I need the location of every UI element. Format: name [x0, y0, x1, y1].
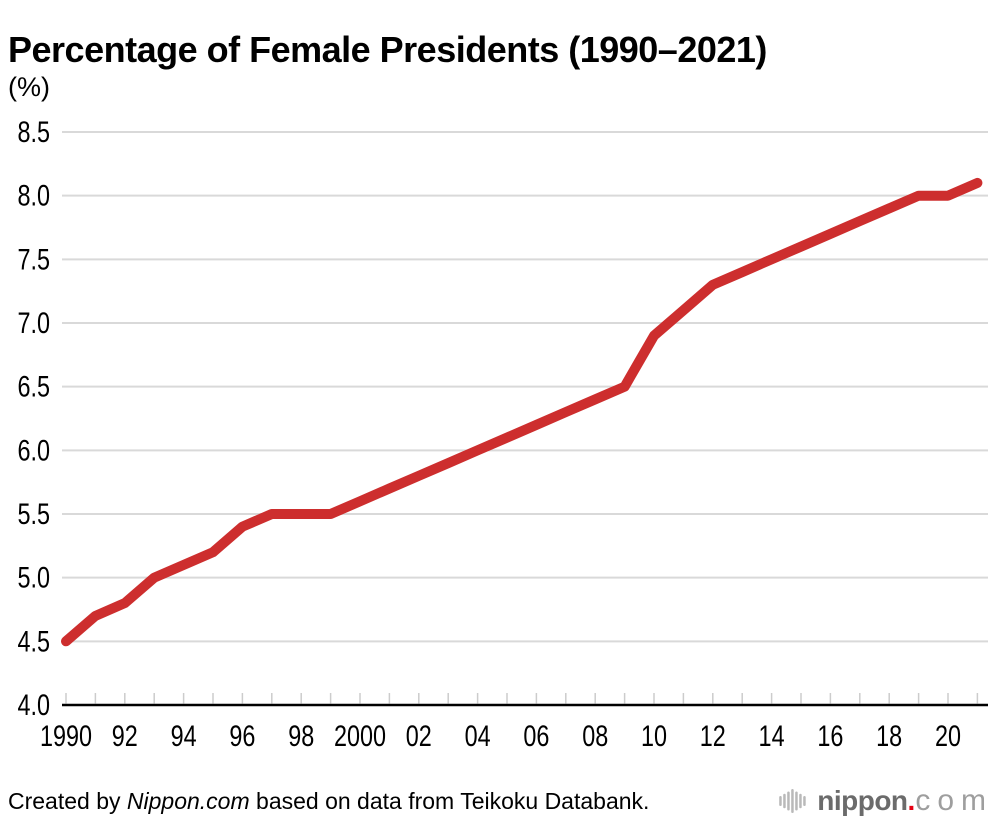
logo-bar [787, 791, 790, 811]
x-tick-label: 10 [641, 719, 667, 752]
y-tick-label: 7.5 [17, 243, 50, 276]
logo-text-nippon: nippon [817, 785, 908, 816]
y-axis-unit-label: (%) [8, 72, 50, 102]
y-tick-label: 8.0 [17, 179, 50, 212]
x-tick-label: 14 [759, 719, 785, 752]
logo-text-com: com [915, 784, 993, 817]
x-tick-label: 20 [935, 719, 961, 752]
soundwave-bars-icon [779, 789, 806, 813]
x-tick-label: 92 [112, 719, 138, 752]
x-tick-label: 18 [876, 719, 902, 752]
chart-footer: Created by Nippon.com based on data from… [8, 781, 993, 821]
y-tick-label: 8.5 [17, 115, 50, 148]
y-tick-label: 4.0 [17, 688, 50, 721]
credit-source: Nippon.com [126, 787, 250, 814]
credit-suffix: based on data from Teikoku Databank. [249, 787, 650, 814]
y-tick-label: 7.0 [17, 306, 50, 339]
logo-bar [803, 796, 806, 806]
logo-dot: . [907, 785, 916, 816]
x-tick-label: 94 [171, 719, 197, 752]
chart-title: Percentage of Female Presidents (1990–20… [8, 29, 767, 71]
logo-bar [783, 793, 786, 809]
logo-bar [799, 793, 802, 809]
x-tick-label: 16 [817, 719, 843, 752]
y-tick-label: 5.5 [17, 497, 50, 530]
logo-bar [779, 796, 782, 806]
x-tick-label: 1990 [40, 719, 92, 752]
logo-bar [791, 789, 794, 813]
y-tick-label: 5.0 [17, 561, 50, 594]
y-tick-label: 6.5 [17, 370, 50, 403]
x-tick-label: 98 [288, 719, 314, 752]
credit-prefix: Created by [8, 787, 127, 814]
female-presidents-data-line [61, 177, 983, 647]
x-tick-label: 06 [523, 719, 549, 752]
nippon-logo: nippon. com [778, 784, 993, 818]
x-tick-label: 96 [229, 719, 255, 752]
y-tick-label: 4.5 [17, 625, 50, 658]
credit-line: Created by Nippon.com based on data from… [8, 788, 649, 815]
y-tick-label: 6.0 [17, 434, 50, 467]
x-tick-label: 02 [406, 719, 432, 752]
logo-bar [795, 791, 798, 811]
x-tick-label: 2000 [334, 719, 386, 752]
x-tick-label: 08 [582, 719, 608, 752]
x-tick-label: 04 [465, 719, 491, 752]
x-tick-label: 12 [700, 719, 726, 752]
